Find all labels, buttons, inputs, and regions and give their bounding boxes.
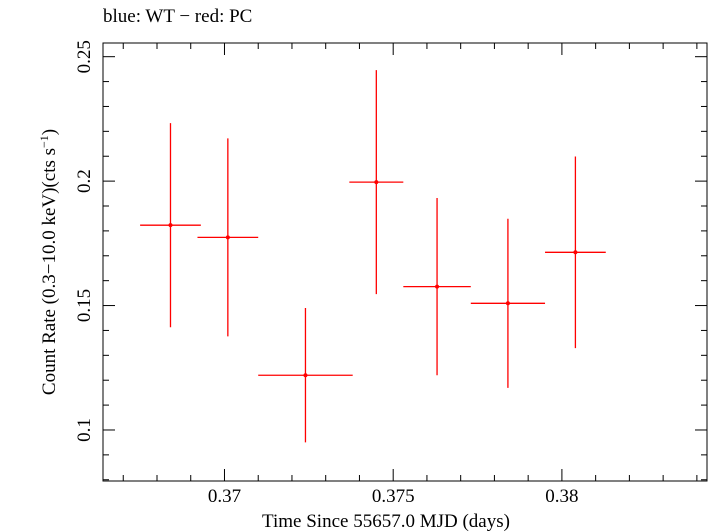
y-axis-label-main: Count Rate (0.3−10.0 keV)(cts s bbox=[39, 148, 60, 395]
data-point bbox=[470, 218, 546, 388]
point-marker bbox=[505, 301, 510, 306]
x-tick-label: 0.375 bbox=[372, 486, 415, 507]
point-marker bbox=[303, 373, 308, 378]
x-axis-ticks: 0.37 0.375 0.38 bbox=[122, 43, 698, 507]
data-point bbox=[403, 198, 471, 376]
data-point bbox=[140, 123, 201, 328]
point-marker bbox=[435, 284, 440, 289]
x-tick-label: 0.37 bbox=[208, 486, 241, 507]
y-tick-label: 0.15 bbox=[74, 289, 95, 322]
data-point bbox=[545, 156, 606, 349]
y-axis-label-end: ) bbox=[39, 129, 60, 135]
plot-frame bbox=[102, 42, 708, 482]
point-marker bbox=[573, 250, 578, 255]
y-tick-label: 0.1 bbox=[74, 418, 95, 442]
point-marker bbox=[168, 223, 173, 228]
x-axis-label: Time Since 55657.0 MJD (days) bbox=[262, 511, 510, 532]
y-tick-label: 0.2 bbox=[74, 169, 95, 193]
data-series-pc bbox=[140, 70, 606, 443]
point-marker bbox=[225, 235, 230, 240]
y-tick-label: 0.25 bbox=[74, 40, 95, 73]
y-axis-ticks: 0.1 0.15 0.2 0.25 bbox=[74, 40, 707, 481]
data-point bbox=[258, 308, 353, 443]
y-axis-label-sup: −1 bbox=[37, 135, 51, 148]
chart-title: blue: WT − red: PC bbox=[103, 6, 252, 27]
data-point bbox=[349, 70, 404, 295]
point-marker bbox=[374, 180, 379, 185]
y-axis-label: Count Rate (0.3−10.0 keV)(cts s−1) bbox=[37, 129, 60, 395]
data-point bbox=[197, 138, 259, 337]
x-tick-label: 0.38 bbox=[545, 486, 578, 507]
